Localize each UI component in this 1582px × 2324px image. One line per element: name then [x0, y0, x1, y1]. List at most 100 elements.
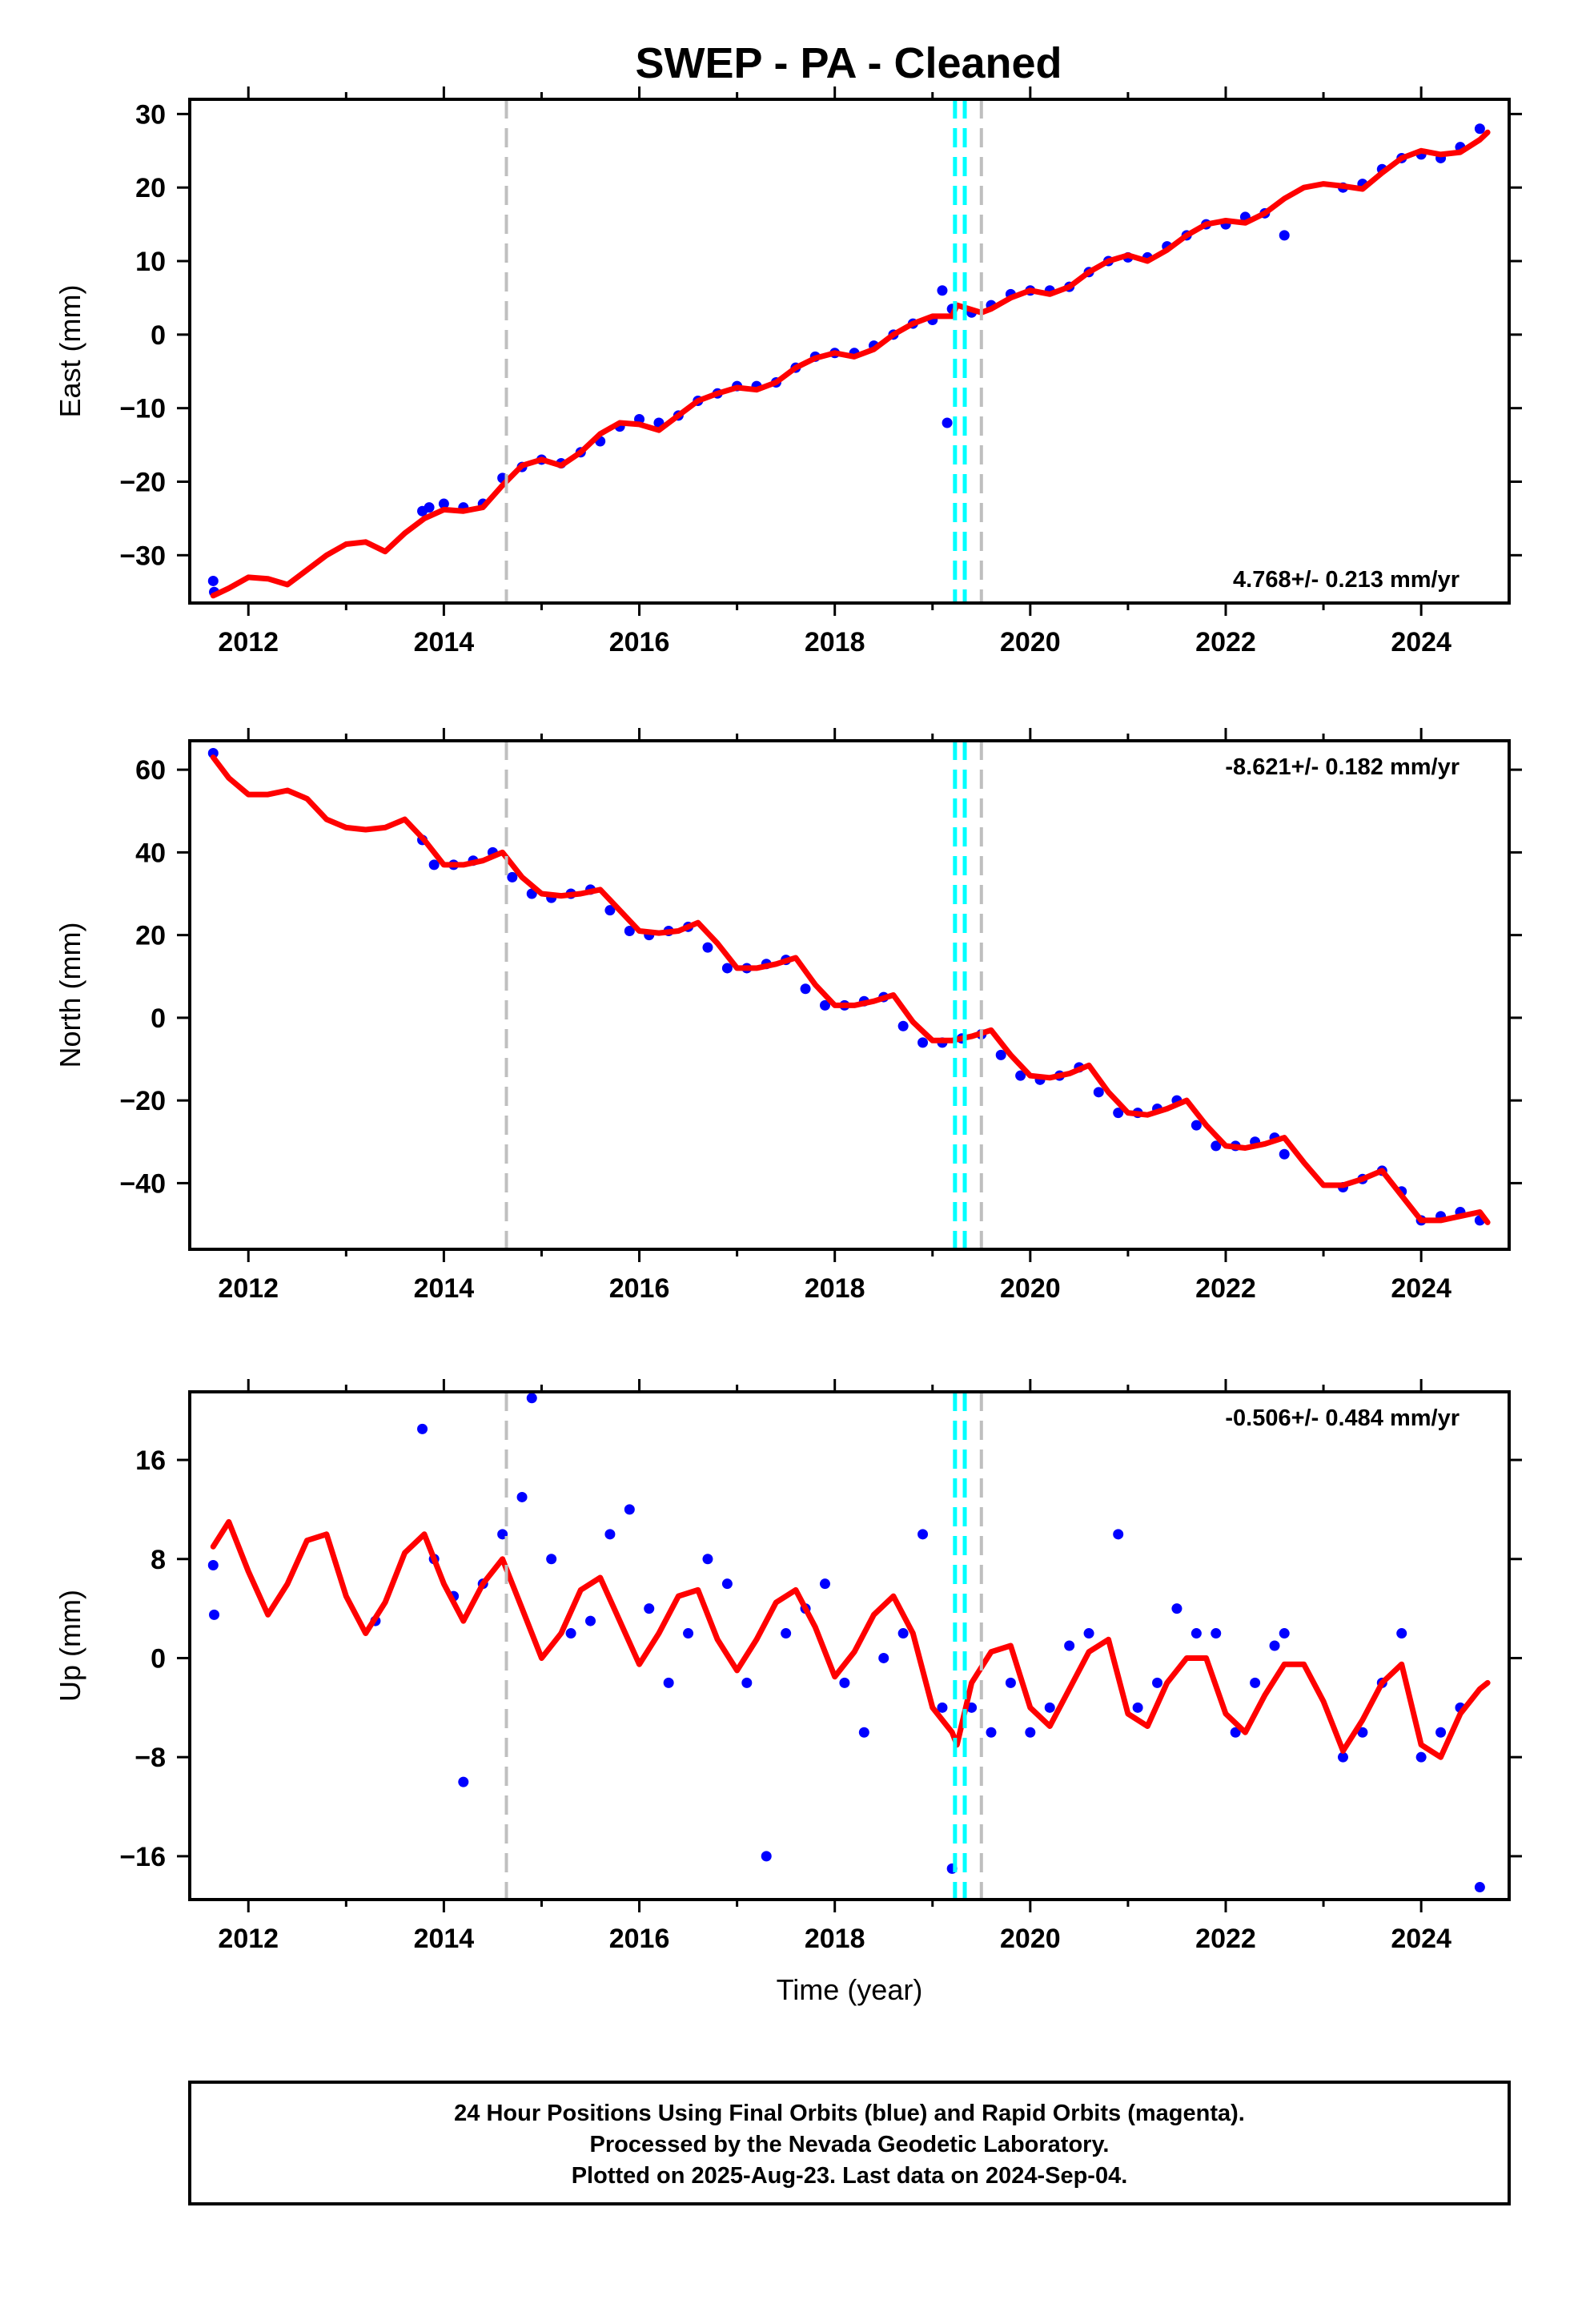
up-y-tick-label: −8 [135, 1743, 166, 1773]
up-data-point [937, 1702, 948, 1713]
chart-title: SWEP - PA - Cleaned [635, 39, 1062, 87]
north-y-tick-label: 60 [135, 755, 166, 786]
up-data-point [1435, 1727, 1447, 1738]
up-model-curve [210, 1518, 1491, 1760]
up-data-point [644, 1603, 655, 1614]
up-x-tick-label: 2014 [414, 1924, 475, 1954]
up-data-point [1083, 1628, 1094, 1639]
up-data-point [1152, 1677, 1163, 1688]
east-plot-frame [188, 98, 1511, 605]
east-data-point [1279, 230, 1290, 241]
up-data-point [1396, 1628, 1407, 1639]
up-rate-annotation: -0.506+/- 0.484 mm/yr [1225, 1405, 1460, 1431]
north-data-point [897, 1020, 909, 1031]
up-data-point [761, 1851, 772, 1862]
up-data-point [1064, 1640, 1075, 1651]
north-data-point [1279, 1148, 1290, 1160]
north-rate-annotation: -8.621+/- 0.182 mm/yr [1225, 754, 1460, 780]
up-data-point [1250, 1677, 1261, 1688]
north-x-tick-label: 2016 [609, 1273, 670, 1304]
up-data-point [878, 1652, 889, 1663]
up-data-point [1211, 1628, 1222, 1639]
east-x-tick-label: 2022 [1195, 627, 1256, 657]
up-data-point [1025, 1727, 1036, 1738]
footer-line-2: Processed by the Nevada Geodetic Laborat… [590, 2132, 1110, 2157]
up-data-point [819, 1578, 830, 1590]
up-data-point [624, 1504, 635, 1515]
up-plot-area [207, 1393, 1491, 1893]
east-y-tick-label: −20 [119, 467, 166, 497]
north-y-tick-label: 40 [135, 838, 166, 868]
north-data-point [721, 963, 733, 974]
up-data-point [1132, 1702, 1143, 1713]
east-y-tick-label: 20 [135, 173, 166, 203]
up-data-point [1415, 1751, 1427, 1763]
up-data-point [917, 1529, 929, 1540]
up-data-point [1269, 1640, 1280, 1651]
up-data-point [1279, 1628, 1290, 1639]
east-data-point [424, 502, 435, 513]
up-data-point [721, 1578, 733, 1590]
up-data-point [741, 1677, 753, 1688]
north-data-point [995, 1049, 1006, 1060]
up-data-point [702, 1554, 713, 1565]
north-y-axis-label: North (mm) [54, 923, 86, 1068]
north-x-tick-label: 2012 [218, 1273, 279, 1304]
north-data-point [207, 747, 219, 758]
north-data-point [917, 1037, 929, 1048]
up-data-point [1337, 1751, 1348, 1763]
east-data-point [438, 498, 449, 509]
east-y-tick-label: 0 [151, 320, 166, 351]
east-x-tick-label: 2020 [1000, 627, 1061, 657]
up-data-point [1191, 1628, 1202, 1639]
up-data-point [207, 1559, 219, 1570]
footer-line-3: Plotted on 2025-Aug-23. Last data on 202… [572, 2163, 1128, 2189]
north-data-point [604, 905, 616, 916]
north-data-point [1093, 1087, 1104, 1098]
up-data-point [986, 1727, 997, 1738]
east-y-tick-label: 10 [135, 247, 166, 277]
up-data-point [839, 1677, 850, 1688]
north-y-tick-label: 0 [151, 1003, 166, 1034]
north-data-point [1113, 1108, 1124, 1119]
east-y-tick-label: 30 [135, 99, 166, 130]
up-x-tick-label: 2020 [1000, 1924, 1061, 1954]
up-x-tick-label: 2018 [805, 1924, 865, 1954]
north-y-tick-label: −40 [119, 1168, 166, 1199]
north-data-point [702, 942, 713, 953]
north-model-curve [210, 754, 1491, 1225]
up-data-point [565, 1628, 576, 1639]
up-data-point [458, 1776, 469, 1787]
east-x-tick-label: 2014 [414, 627, 475, 657]
up-y-tick-label: −16 [119, 1842, 166, 1872]
north-x-tick-label: 2014 [414, 1273, 475, 1304]
up-panel: 2012 2014 2016 2018 2020 2022 2024 −16 −8 0 8 16 Up … [54, 1379, 1522, 2006]
east-plot-area [207, 123, 1491, 599]
north-y-tick-label: −20 [119, 1086, 166, 1116]
north-data-point [819, 999, 830, 1011]
up-data-point [1044, 1702, 1055, 1713]
up-data-point [1357, 1727, 1368, 1738]
up-data-point [516, 1491, 528, 1502]
north-plot-frame [188, 739, 1511, 1251]
north-data-point [1191, 1120, 1202, 1131]
up-data-point [526, 1393, 537, 1404]
east-x-tick-label: 2012 [218, 627, 279, 657]
east-x-tick-label: 2024 [1391, 627, 1452, 657]
east-data-point [1474, 123, 1485, 135]
up-data-point [897, 1628, 909, 1639]
up-data-point [1005, 1677, 1016, 1688]
up-x-tick-label: 2012 [218, 1924, 279, 1954]
east-data-point [937, 285, 948, 296]
up-data-point [1474, 1882, 1485, 1893]
up-data-point [546, 1554, 557, 1565]
north-data-point [800, 983, 811, 995]
north-x-tick-label: 2022 [1195, 1273, 1256, 1304]
east-panel: 2012 2014 2016 2018 2020 2022 2024 −30 −20 −10 0 10… [54, 86, 1522, 657]
x-axis-label: Time (year) [777, 1973, 923, 2006]
up-plot-frame [188, 1390, 1511, 1901]
east-rate-annotation: 4.768+/- 0.213 mm/yr [1233, 567, 1460, 593]
east-y-axis-label: East (mm) [54, 285, 86, 418]
up-data-point [1230, 1727, 1241, 1738]
north-x-tick-label: 2024 [1391, 1273, 1452, 1304]
